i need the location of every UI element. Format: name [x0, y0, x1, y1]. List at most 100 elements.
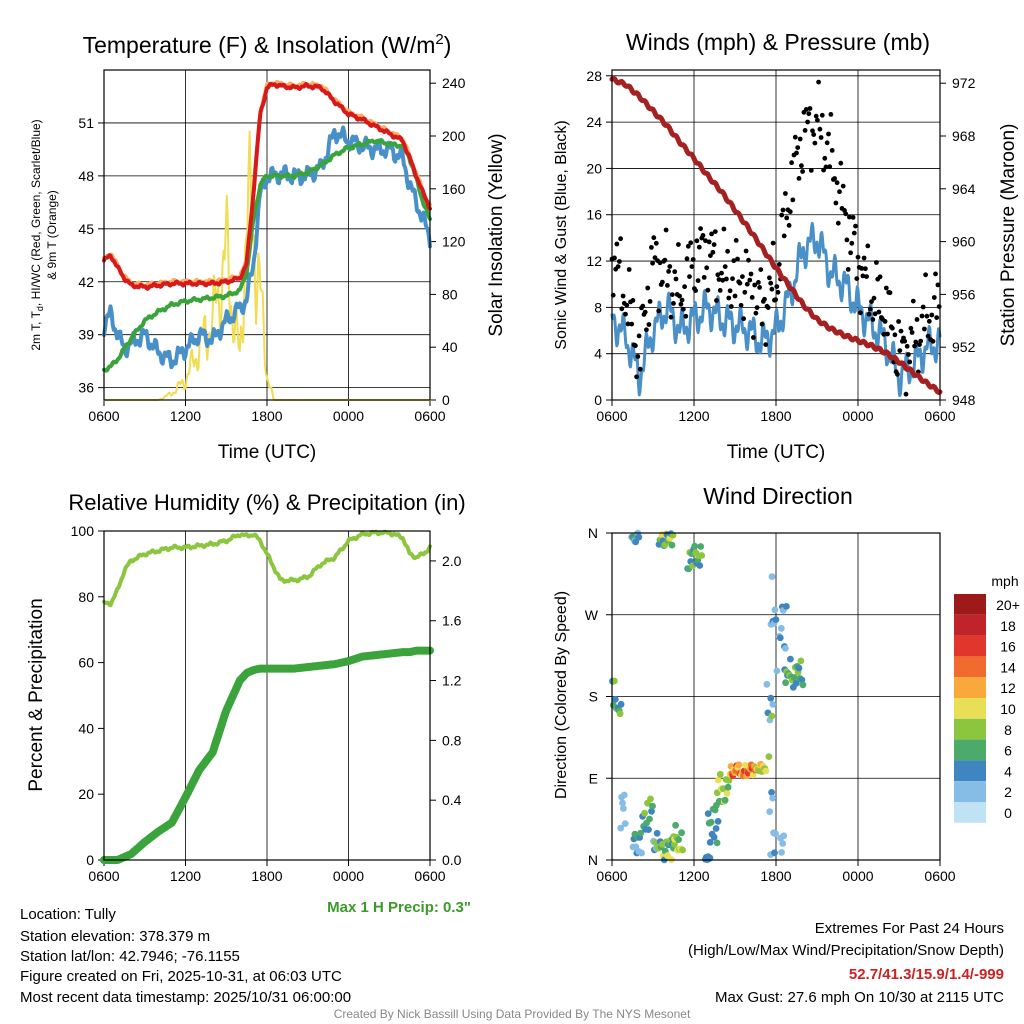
wind-direction-point: [691, 542, 699, 550]
gust-point: [784, 215, 790, 221]
gust-point: [865, 243, 871, 249]
gust-point: [743, 248, 749, 254]
gust-point: [644, 327, 649, 333]
wind-direction-point: [772, 830, 779, 838]
gust-point: [618, 236, 623, 242]
gust-point: [909, 330, 915, 335]
gust-point: [660, 279, 665, 285]
gust-point: [700, 233, 706, 238]
wind-direction-point: [779, 840, 787, 847]
gust-point: [662, 257, 668, 263]
gust-point: [826, 131, 831, 137]
gust-point: [803, 107, 809, 112]
wind-direction-point: [671, 840, 678, 848]
gust-point: [864, 274, 869, 279]
y-axis-label: Direction (Colored By Speed): [553, 591, 570, 799]
wind-direction-point: [616, 710, 624, 718]
x-tick-label: 0000: [333, 868, 364, 884]
y-tick-label: 42: [78, 274, 94, 290]
wind-direction-point: [773, 667, 781, 675]
gust-point: [769, 286, 775, 292]
gust-point: [926, 318, 932, 324]
gust-point: [808, 168, 814, 173]
gust-point: [612, 255, 617, 261]
gust-point: [754, 305, 760, 310]
gust-point: [796, 176, 802, 181]
wind-direction-point: [768, 789, 775, 796]
y2-tick-label: 956: [952, 286, 976, 302]
gust-point: [744, 281, 750, 287]
gust-point: [752, 282, 758, 288]
gust-point: [838, 160, 844, 166]
legend-swatch: [954, 718, 986, 740]
gust-point: [867, 306, 873, 312]
y-tick-label: W: [585, 607, 599, 623]
y2-tick-label: 1.6: [442, 613, 462, 629]
plot-frame: [103, 69, 431, 401]
gust-point: [906, 352, 911, 357]
gust-point: [768, 280, 774, 286]
gust-point: [843, 211, 849, 217]
gust-point: [860, 273, 866, 279]
gust-point: [934, 315, 940, 320]
gust-point: [762, 296, 767, 302]
gust-point: [781, 233, 787, 239]
legend-swatch: [954, 594, 986, 615]
gust-point: [753, 310, 759, 316]
gust-point: [732, 293, 738, 299]
gust-point: [912, 343, 917, 349]
wind-direction-point: [619, 799, 626, 807]
y-tick-label: 48: [78, 168, 94, 184]
wind-direction-point: [725, 776, 733, 784]
gust-point: [724, 276, 729, 282]
wind-direction-point: [797, 657, 805, 665]
gust-point: [896, 319, 901, 324]
x-tick-label: 1200: [170, 868, 201, 884]
gust-point: [816, 79, 821, 85]
gust-point: [673, 276, 679, 282]
wind-direction-point: [647, 795, 654, 803]
legend-swatch: [954, 656, 986, 678]
gust-point: [853, 223, 858, 229]
wind-direction-point: [678, 829, 685, 837]
y-tick-label: N: [588, 852, 598, 868]
gust-point: [823, 164, 829, 170]
x-tick-label: 0000: [842, 868, 873, 884]
extremes-subheader: (High/Low/Max Wind/Precipitation/Snow De…: [688, 942, 1004, 959]
legend-label: 6: [1004, 743, 1012, 759]
gust-point: [690, 257, 696, 262]
x-tick-label: 1800: [760, 408, 791, 424]
gust-point: [727, 288, 733, 294]
x-tick-label: 0600: [414, 408, 445, 424]
gust-point: [933, 271, 938, 277]
gust-point: [850, 215, 856, 220]
y-tick-label: 39: [78, 327, 94, 343]
gust-point: [805, 119, 810, 125]
wind-direction-point: [617, 824, 625, 832]
legend-label: 2: [1004, 784, 1012, 800]
gust-point: [689, 264, 695, 269]
wind-direction-point: [635, 533, 643, 541]
wind-direction-point: [646, 815, 653, 823]
gust-point: [854, 276, 860, 281]
gust-point: [665, 283, 670, 288]
legend-label: 16: [1000, 639, 1016, 655]
gust-point: [848, 250, 853, 256]
gust-point: [861, 255, 867, 261]
gust-point: [779, 212, 785, 218]
gust-point: [630, 298, 636, 303]
gust-point: [920, 304, 926, 310]
max-precip-annotation: Max 1 H Precip: 0.3": [327, 899, 471, 916]
gust-point: [833, 200, 839, 206]
gust-point: [818, 135, 824, 140]
gust-point: [625, 321, 631, 327]
gust-point: [623, 311, 628, 317]
gust-point: [748, 271, 754, 277]
gust-point: [735, 256, 740, 262]
legend-label: 14: [1000, 659, 1016, 675]
wind-direction-point: [641, 809, 648, 817]
gust-point: [827, 164, 833, 170]
x-tick-label: 0600: [88, 408, 119, 424]
y2-tick-label: 80: [442, 286, 458, 302]
wind-direction-point: [776, 634, 784, 642]
